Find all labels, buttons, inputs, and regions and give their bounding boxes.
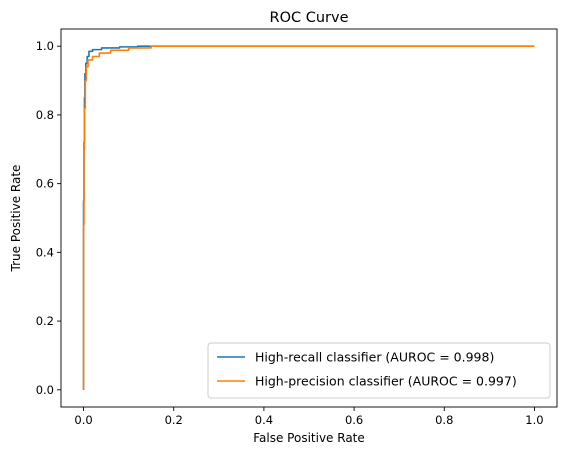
series-line-high-recall <box>82 45 535 390</box>
x-tick-label: 0.8 <box>435 413 453 427</box>
y-tick-label: 0.2 <box>36 314 54 328</box>
legend-label-high-precision: High-precision classifier (AUROC = 0.997… <box>255 374 517 389</box>
y-tick-label: 0.0 <box>36 383 54 397</box>
series-line-high-precision <box>82 45 535 390</box>
y-tick-label: 1.0 <box>36 39 54 53</box>
x-tick-label: 0.0 <box>74 413 92 427</box>
x-tick-label: 0.6 <box>345 413 363 427</box>
series-layer <box>82 45 535 390</box>
legend-box <box>207 342 551 399</box>
y-tick-label: 0.4 <box>36 245 54 259</box>
chart-title: ROC Curve <box>270 10 349 26</box>
legend: High-recall classifier (AUROC = 0.998) H… <box>207 342 551 399</box>
x-tick-label: 1.0 <box>525 413 543 427</box>
plot-area <box>60 28 558 408</box>
x-axis-label: False Positive Rate <box>253 431 365 445</box>
y-axis-label: True Positive Rate <box>9 165 23 273</box>
legend-label-high-recall: High-recall classifier (AUROC = 0.998) <box>255 350 494 365</box>
x-tick-label: 0.4 <box>255 413 273 427</box>
y-tick-label: 0.6 <box>36 177 54 191</box>
y-tick-label: 0.8 <box>36 108 54 122</box>
x-tick-label: 0.2 <box>165 413 183 427</box>
x-axis-ticks: 0.0 0.2 0.4 0.6 0.8 1.0 <box>74 407 544 427</box>
y-axis-ticks: 0.0 0.2 0.4 0.6 0.8 1.0 <box>36 39 61 397</box>
